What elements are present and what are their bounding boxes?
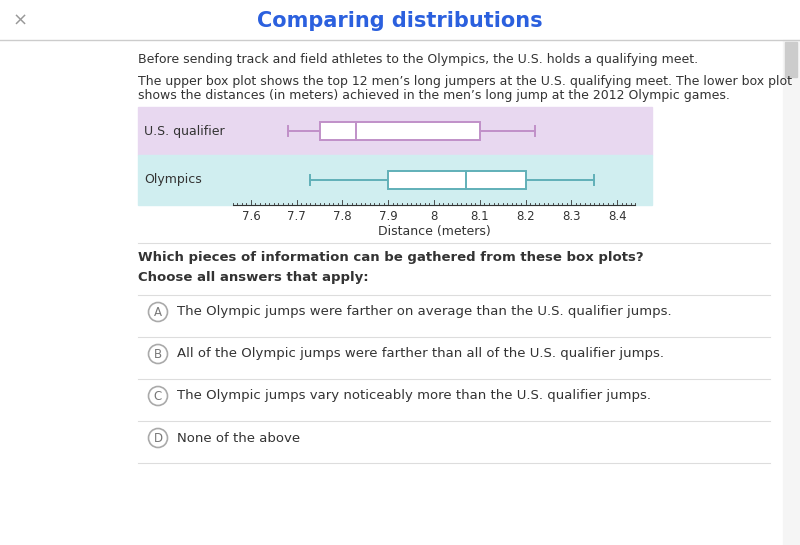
Text: The Olympic jumps vary noticeably more than the U.S. qualifier jumps.: The Olympic jumps vary noticeably more t…	[177, 390, 651, 403]
Bar	[783, 40, 800, 545]
Bar	[319, 122, 480, 140]
Circle shape	[149, 302, 167, 322]
Text: 8.4: 8.4	[608, 210, 626, 223]
Text: ×: ×	[13, 12, 27, 30]
Text: All of the Olympic jumps were farther than all of the U.S. qualifier jumps.: All of the Olympic jumps were farther th…	[177, 348, 664, 360]
Text: The upper box plot shows the top 12 men’s long jumpers at the U.S. qualifying me: The upper box plot shows the top 12 men’…	[138, 75, 792, 88]
Text: 7.7: 7.7	[287, 210, 306, 223]
Text: B: B	[154, 348, 162, 360]
Bar	[138, 155, 652, 205]
Text: 8.1: 8.1	[470, 210, 489, 223]
Text: C: C	[154, 390, 162, 403]
Text: 7.8: 7.8	[333, 210, 352, 223]
Text: A: A	[154, 306, 162, 318]
Circle shape	[149, 386, 167, 405]
Text: shows the distances (in meters) achieved in the men’s long jump at the 2012 Olym: shows the distances (in meters) achieved…	[138, 88, 730, 101]
Text: Before sending track and field athletes to the Olympics, the U.S. holds a qualif: Before sending track and field athletes …	[138, 52, 698, 65]
Text: Which pieces of information can be gathered from these box plots?: Which pieces of information can be gathe…	[138, 251, 644, 263]
Text: 7.6: 7.6	[242, 210, 260, 223]
Text: Choose all answers that apply:: Choose all answers that apply:	[138, 270, 369, 283]
Text: The Olympic jumps were farther on average than the U.S. qualifier jumps.: The Olympic jumps were farther on averag…	[177, 306, 672, 318]
Text: 8: 8	[430, 210, 438, 223]
Text: U.S. qualifier: U.S. qualifier	[144, 124, 225, 137]
Bar	[388, 171, 526, 189]
Text: None of the above: None of the above	[177, 432, 300, 445]
Bar	[138, 107, 652, 155]
Circle shape	[149, 428, 167, 447]
Text: Distance (meters): Distance (meters)	[378, 225, 490, 238]
Text: D: D	[154, 432, 162, 445]
Text: Olympics: Olympics	[144, 173, 202, 186]
Text: 8.2: 8.2	[516, 210, 535, 223]
Bar	[785, 42, 797, 77]
Text: 7.9: 7.9	[379, 210, 398, 223]
Text: 8.3: 8.3	[562, 210, 581, 223]
Circle shape	[149, 344, 167, 364]
Text: Comparing distributions: Comparing distributions	[257, 11, 543, 31]
Bar	[0, 0, 800, 40]
